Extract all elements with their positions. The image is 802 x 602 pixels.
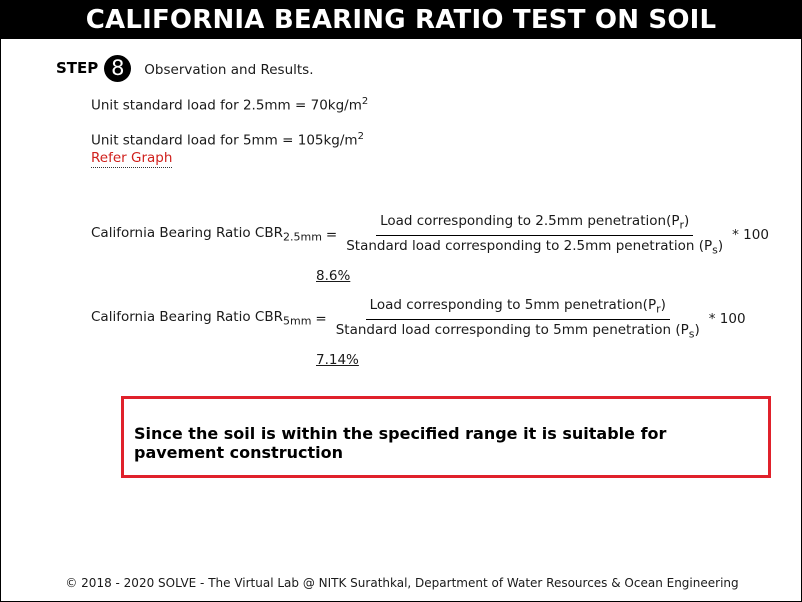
- conclusion-box: Since the soil is within the specified r…: [121, 396, 771, 478]
- cbr-25mm-numerator-end: ): [684, 213, 690, 229]
- cbr-25mm-denominator: Standard load corresponding to 2.5mm pen…: [342, 236, 727, 257]
- cbr-5mm-equals: =: [315, 310, 327, 327]
- cbr-5mm-numerator: Load corresponding to 5mm penetration(Pr…: [365, 297, 670, 320]
- cbr-25mm-result: 8.6%: [316, 268, 351, 284]
- cbr-5mm-denominator-sub: s: [688, 327, 695, 341]
- standard-load-25mm-text: Unit standard load for 2.5mm = 70kg/m: [91, 97, 362, 114]
- step-number-badge: 8: [104, 54, 132, 82]
- cbr-25mm-formula: California Bearing Ratio CBR2.5mm = Load…: [91, 213, 769, 256]
- cbr-5mm-label-text: California Bearing Ratio CBR: [91, 309, 283, 326]
- cbr-25mm-denominator-sub: s: [712, 243, 718, 257]
- cbr-25mm-numerator-text: Load corresponding to 2.5mm penetration(…: [380, 213, 680, 229]
- footer-copyright: © 2018 - 2020 SOLVE - The Virtual Lab @ …: [65, 576, 739, 590]
- cbr-5mm-formula: California Bearing Ratio CBR5mm = Load c…: [91, 297, 746, 340]
- cbr-25mm-label-sub: 2.5mm: [282, 231, 322, 245]
- standard-load-25mm: Unit standard load for 2.5mm = 70kg/m2: [91, 96, 368, 114]
- step-description: Observation and Results.: [144, 62, 314, 78]
- cbr-25mm-fraction: Load corresponding to 2.5mm penetration(…: [342, 213, 727, 256]
- cbr-25mm-denominator-text: Standard load corresponding to 2.5mm pen…: [346, 237, 713, 254]
- cbr-5mm-denominator-end: ): [694, 321, 700, 338]
- cbr-5mm-label: California Bearing Ratio CBR5mm: [91, 309, 311, 328]
- cbr-25mm-label: California Bearing Ratio CBR2.5mm: [91, 225, 322, 244]
- cbr-5mm-denominator: Standard load corresponding to 5mm penet…: [332, 320, 704, 341]
- cbr-5mm-denominator-text: Standard load corresponding to 5mm penet…: [335, 321, 689, 338]
- cbr-25mm-denominator-end: ): [717, 237, 724, 254]
- refer-graph-link[interactable]: Refer Graph: [91, 150, 173, 168]
- page-title: CALIFORNIA BEARING RATIO TEST ON SOIL: [1, 1, 801, 39]
- cbr-5mm-numerator-end: ): [660, 297, 666, 313]
- standard-load-5mm: Unit standard load for 5mm = 105kg/m2: [91, 131, 364, 149]
- standard-load-5mm-sup: 2: [357, 131, 364, 142]
- step-header: STEP 8 Observation and Results.: [56, 54, 314, 82]
- cbr-5mm-multiplier: * 100: [708, 310, 746, 327]
- cbr-5mm-fraction: Load corresponding to 5mm penetration(Pr…: [332, 297, 704, 340]
- step-label: STEP: [56, 59, 99, 77]
- conclusion-text: Since the soil is within the specified r…: [134, 424, 667, 462]
- cbr-5mm-numerator-text: Load corresponding to 5mm penetration(P: [369, 297, 657, 313]
- standard-load-5mm-text: Unit standard load for 5mm = 105kg/m: [91, 132, 358, 149]
- cbr-25mm-numerator: Load corresponding to 2.5mm penetration(…: [376, 213, 694, 236]
- cbr-5mm-result: 7.14%: [316, 352, 359, 368]
- cbr-25mm-numerator-sub: r: [679, 218, 685, 232]
- cbr-25mm-multiplier: * 100: [732, 226, 769, 243]
- cbr-25mm-equals: =: [325, 226, 338, 243]
- cbr-5mm-numerator-sub: r: [656, 302, 661, 316]
- cbr-25mm-label-text: California Bearing Ratio CBR: [91, 225, 283, 242]
- cbr-5mm-label-sub: 5mm: [282, 315, 312, 329]
- standard-load-25mm-sup: 2: [361, 96, 369, 107]
